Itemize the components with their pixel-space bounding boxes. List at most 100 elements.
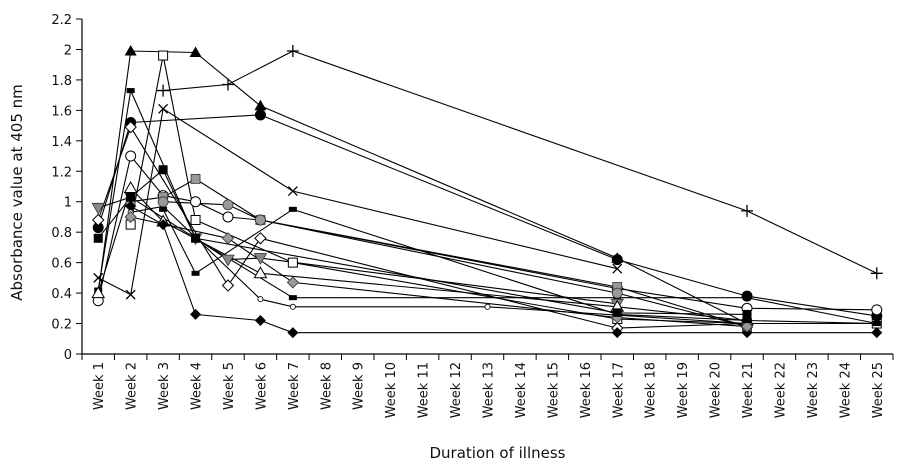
x-tick-label: Week 22 — [773, 362, 788, 418]
data-point — [91, 286, 106, 299]
x-tick-label: Week 4 — [190, 362, 205, 410]
series-markers-group — [92, 109, 883, 322]
data-point — [124, 210, 137, 224]
data-point — [611, 254, 623, 266]
x-tick-label: Week 21 — [741, 362, 756, 418]
x-tick-label: Week 2 — [125, 362, 140, 410]
data-point — [287, 186, 298, 197]
y-tick-label: 1 — [64, 196, 72, 211]
data-point — [611, 287, 623, 299]
data-point — [126, 192, 136, 202]
data-point — [190, 173, 201, 184]
x-tick-label: Week 17 — [611, 362, 626, 418]
series-markers-group — [93, 103, 623, 300]
series-markers-group — [92, 120, 754, 335]
y-tick-label: 2.2 — [51, 13, 72, 28]
x-tick-label: Week 19 — [676, 362, 691, 418]
data-point — [742, 309, 752, 319]
series-line — [162, 208, 877, 325]
data-point — [870, 267, 883, 280]
data-point — [743, 295, 752, 301]
series-markers — [91, 44, 883, 339]
data-point — [289, 303, 296, 310]
series-line — [163, 50, 878, 274]
series-markers-group — [157, 44, 883, 280]
data-point — [611, 327, 623, 339]
series-markers-group — [125, 200, 883, 339]
data-point — [158, 165, 168, 175]
data-point — [157, 196, 169, 208]
data-point — [872, 321, 881, 327]
data-point — [191, 233, 201, 243]
data-point — [286, 44, 299, 57]
x-tick-label: Week 18 — [644, 362, 659, 418]
data-point — [743, 318, 752, 323]
data-point — [287, 327, 299, 339]
data-point — [190, 196, 202, 208]
series-line — [130, 205, 748, 325]
data-point — [612, 263, 623, 274]
data-point — [221, 78, 234, 91]
data-point — [871, 304, 883, 316]
y-tick-label: 1.8 — [51, 74, 72, 89]
data-point — [222, 199, 234, 211]
data-point — [124, 44, 137, 56]
data-point — [253, 266, 268, 279]
series-line — [130, 178, 748, 328]
data-point — [191, 270, 200, 276]
data-point — [740, 320, 754, 333]
data-point — [125, 289, 136, 300]
data-point — [613, 311, 622, 317]
data-point — [158, 103, 169, 114]
data-point — [126, 88, 135, 94]
series-line — [98, 196, 618, 305]
x-tick-label: Week 23 — [806, 362, 821, 418]
series-line — [97, 186, 748, 322]
data-point — [189, 46, 202, 57]
series-line — [97, 168, 748, 315]
series-line — [97, 50, 748, 324]
data-point — [125, 150, 137, 162]
x-tick-label: Week 13 — [482, 362, 497, 418]
x-tick-label: Week 14 — [514, 362, 529, 418]
data-point — [255, 214, 266, 226]
data-point — [221, 254, 235, 267]
series-markers-group — [124, 210, 754, 333]
series-line — [130, 205, 877, 334]
data-point — [254, 99, 267, 111]
data-point — [484, 303, 491, 310]
data-point — [91, 202, 105, 215]
series-markers-group — [125, 50, 882, 329]
x-tick-label: Week 10 — [384, 362, 399, 418]
data-point — [124, 120, 137, 134]
data-point — [257, 296, 264, 303]
series-line — [130, 55, 877, 325]
series-group — [91, 44, 883, 339]
x-tick-label: Week 6 — [254, 362, 269, 410]
data-point — [93, 272, 104, 283]
data-point — [288, 206, 297, 212]
data-point — [254, 109, 266, 121]
x-tick-label: Week 9 — [352, 362, 367, 410]
series-line — [130, 216, 748, 328]
data-point — [92, 213, 105, 227]
series-markers-group — [93, 165, 752, 319]
data-point — [221, 232, 235, 245]
series-line — [163, 201, 748, 328]
data-point — [254, 315, 266, 326]
x-tick-label: Week 1 — [92, 362, 107, 410]
x-tick-label: Week 20 — [709, 362, 724, 418]
x-tick-label: Week 7 — [287, 362, 302, 410]
data-point — [159, 206, 168, 212]
data-point — [158, 50, 169, 61]
data-point — [254, 232, 267, 245]
x-tick-label: Week 3 — [157, 362, 172, 410]
data-point — [157, 84, 170, 97]
data-point — [288, 295, 297, 301]
series-markers-group — [159, 206, 881, 327]
x-tick-label: Week 11 — [417, 362, 432, 418]
data-point — [222, 211, 234, 223]
data-point — [123, 181, 138, 194]
x-tick-label: Week 5 — [222, 362, 237, 410]
